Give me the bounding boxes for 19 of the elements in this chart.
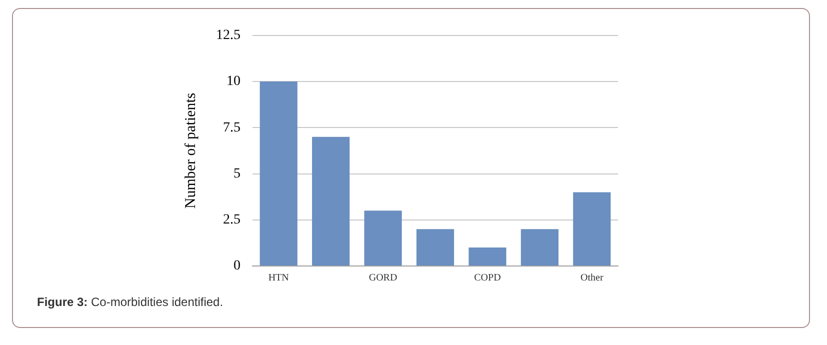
y-tick-label: 0 [234,258,240,274]
x-tick-label: HTN [268,272,289,284]
y-tick-label: 12.5 [216,28,240,44]
bar [520,229,558,266]
caption: Figure 3: Co-morbidities identified. [37,295,224,309]
x-tick-label: GORD [368,272,398,284]
x-tick-label: Other [580,272,604,284]
x-tick-label: COPD [474,272,501,284]
bar [573,192,611,266]
bar [260,82,298,266]
y-tick-label: 2.5 [223,212,240,228]
bar [364,210,402,266]
y-axis-title: Number of patients [182,92,199,209]
bar [468,248,506,266]
y-tick-label: 10 [226,74,240,90]
bar [416,229,454,266]
y-tick-label: 7.5 [223,120,240,136]
y-tick-label: 5 [234,166,240,182]
bar [312,136,350,266]
